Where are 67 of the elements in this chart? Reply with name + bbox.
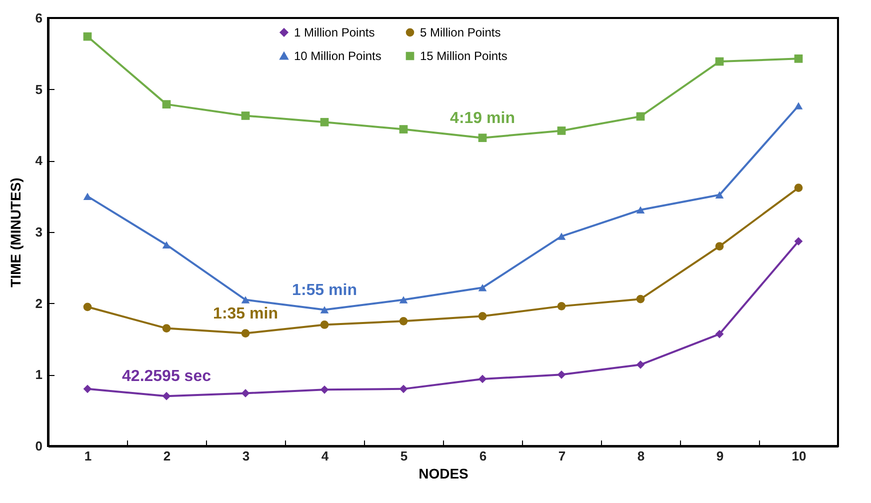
point [320, 118, 329, 126]
x-axis-title: NODES [418, 466, 468, 482]
point [399, 296, 408, 304]
annotation: 4:19 min [450, 110, 515, 127]
point [241, 389, 250, 398]
point [83, 384, 92, 394]
y-tick-label: 3 [35, 224, 42, 240]
point [557, 302, 566, 310]
y-tick-label: 1 [35, 367, 42, 382]
point [162, 241, 171, 248]
point [162, 100, 171, 108]
point [320, 320, 329, 329]
x-tick-label: 1 [84, 448, 92, 464]
point [636, 206, 645, 214]
point [557, 232, 566, 240]
point [715, 330, 724, 338]
y-tick-label: 2 [35, 296, 42, 311]
y-tick-label: 6 [35, 10, 42, 26]
point [320, 385, 329, 394]
legend-label: 10 Million Points [294, 49, 382, 63]
point [162, 324, 171, 332]
x-tick-label: 5 [400, 448, 408, 464]
point [794, 184, 803, 192]
point [478, 312, 487, 320]
annotation: 1:35 min [213, 305, 278, 322]
point [794, 237, 803, 246]
point [241, 112, 250, 120]
x-tick-label: 9 [716, 448, 724, 464]
point [399, 316, 408, 326]
point [83, 302, 92, 312]
x-tick-label: 2 [163, 448, 171, 464]
x-tick-label: 6 [479, 448, 487, 464]
point [636, 294, 645, 304]
x-tick-label: 3 [242, 448, 250, 464]
point [557, 126, 566, 135]
point [241, 329, 250, 338]
legend-label: 5 Million Points [420, 25, 501, 40]
point [478, 284, 487, 292]
y-tick-label: 0 [35, 438, 42, 454]
point [478, 134, 487, 142]
point [478, 374, 487, 384]
point [794, 102, 803, 110]
legend-label: 15 Million Points [420, 49, 508, 63]
point [320, 306, 329, 314]
point [715, 242, 724, 250]
point [794, 54, 803, 63]
point [715, 57, 724, 66]
x-tick-label: 8 [637, 448, 645, 464]
x-tick-label: 7 [558, 448, 566, 464]
point [83, 32, 92, 41]
point [636, 360, 645, 369]
point [162, 392, 171, 400]
x-tick-label: 10 [792, 448, 806, 464]
point [399, 125, 408, 134]
legend-label: 1 Million Points [294, 25, 375, 40]
annotation: 1:55 min [292, 282, 357, 299]
y-tick-label: 5 [35, 82, 42, 97]
point [715, 191, 724, 199]
point [557, 370, 566, 379]
y-axis-title: TIME (MINUTES) [7, 178, 24, 288]
point [399, 384, 408, 394]
point [636, 112, 645, 121]
point [241, 296, 250, 304]
x-tick-label: 4 [321, 448, 330, 464]
y-tick-label: 4 [35, 153, 44, 168]
point [83, 192, 92, 200]
annotation: 42.2595 sec [122, 368, 212, 386]
